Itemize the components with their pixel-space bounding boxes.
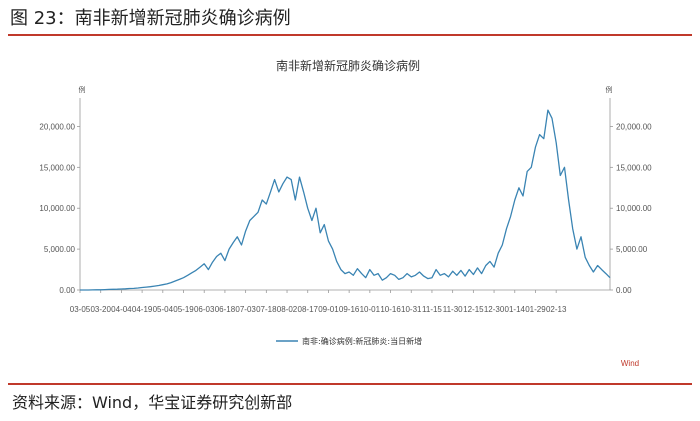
x-tick-label: 10-01 [360, 305, 381, 314]
y-tick-label-right: 15,000.00 [616, 163, 652, 172]
x-tick-label: 10-31 [401, 305, 422, 314]
x-tick-label: 12-30 [484, 305, 505, 314]
x-tick-label: 08-02 [277, 305, 298, 314]
x-tick-label: 07-03 [235, 305, 256, 314]
x-tick-label: 05-04 [153, 305, 174, 314]
x-tick-label: 01-29 [525, 305, 546, 314]
x-tick-label: 09-01 [318, 305, 339, 314]
x-tick-label: 09-16 [339, 305, 360, 314]
x-tick-label: 11-15 [422, 305, 442, 314]
x-tick-label: 07-18 [256, 305, 277, 314]
figure-title: 图 23：南非新增新冠肺炎确诊病例 [10, 8, 291, 29]
x-tick-label: 03-05 [70, 305, 91, 314]
chart-title: 南非新增新冠肺炎确诊病例 [276, 58, 420, 73]
legend: 南非:确诊病例:新冠肺炎:当日新增 [276, 336, 422, 346]
y-tick-label-left: 20,000.00 [39, 122, 75, 131]
x-tick-label: 04-04 [111, 305, 132, 314]
source-footnote: 资料来源：Wind，华宝证券研究创新部 [12, 393, 293, 412]
x-tick-label: 06-03 [194, 305, 215, 314]
legend-label: 南非:确诊病例:新冠肺炎:当日新增 [302, 336, 422, 346]
top-rule [8, 34, 692, 36]
y-tick-label-right: 10,000.00 [616, 204, 652, 213]
y-tick-label-left: 5,000.00 [44, 245, 76, 254]
right-axis-unit: 例 [606, 85, 613, 94]
covid-line-chart: 南非新增新冠肺炎确诊病例 例 例 0.00 0.00 5,000.00 5,000.0… [39, 58, 652, 368]
x-tick-label: 12-15 [463, 305, 484, 314]
bottom-rule [8, 383, 692, 385]
x-tick-label: 04-19 [132, 305, 153, 314]
x-tick-label: 02-13 [546, 305, 567, 314]
y-tick-label-left: 10,000.00 [39, 204, 75, 213]
series-layer [80, 109, 611, 291]
axes-layer: 0.00 0.00 5,000.00 5,000.00 10,000.00 10,000.… [39, 98, 652, 314]
x-tick-label: 11-30 [443, 305, 463, 314]
x-tick-label: 05-19 [173, 305, 194, 314]
chart-source-label: Wind [621, 359, 639, 368]
left-axis-unit: 例 [79, 85, 86, 94]
x-tick-label: 08-17 [298, 305, 319, 314]
y-tick-label-left: 0.00 [59, 286, 75, 295]
y-tick-label-right: 5,000.00 [616, 245, 648, 254]
y-tick-label-right: 0.00 [616, 286, 632, 295]
x-tick-label: 06-18 [215, 305, 236, 314]
series-line [80, 109, 611, 291]
y-tick-label-right: 20,000.00 [616, 122, 652, 131]
x-tick-label: 01-14 [505, 305, 526, 314]
y-tick-label-left: 15,000.00 [39, 163, 75, 172]
x-tick-label: 10-16 [380, 305, 401, 314]
x-tick-label: 03-20 [90, 305, 111, 314]
